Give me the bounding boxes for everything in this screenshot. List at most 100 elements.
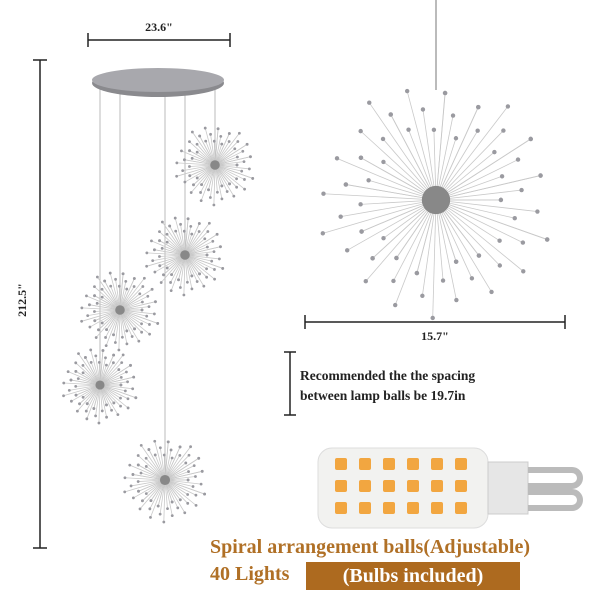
crystal [199, 191, 202, 194]
ray [105, 309, 121, 338]
crystal [367, 100, 372, 105]
crystal [394, 255, 399, 261]
crystal [235, 163, 239, 167]
crystal [178, 453, 182, 457]
crystal [165, 266, 169, 270]
crystal [129, 363, 132, 367]
ball-core [115, 305, 125, 315]
crystal [93, 294, 96, 298]
crystal [144, 465, 148, 468]
crystal [123, 476, 127, 480]
crystal [241, 149, 245, 153]
ray [199, 135, 216, 166]
crystal [120, 361, 124, 365]
crystal [94, 414, 98, 418]
crystal [220, 184, 224, 188]
crystal [204, 139, 208, 143]
ray [190, 164, 216, 193]
ray [179, 254, 186, 288]
crystal [497, 263, 503, 268]
crystal [211, 239, 215, 243]
crystal [431, 127, 437, 133]
led [431, 458, 443, 470]
ray [184, 240, 213, 256]
ray [164, 479, 179, 509]
crystal [442, 90, 448, 96]
crystal [189, 224, 193, 228]
crystal [178, 498, 182, 502]
crystal [62, 381, 66, 385]
crystal [125, 342, 129, 346]
ray [140, 445, 166, 481]
crystal [165, 240, 169, 244]
crystal [105, 415, 108, 419]
chandelier-ball [62, 348, 138, 425]
crystal [476, 253, 482, 258]
footer-bulbs: (Bulbs included) [343, 565, 484, 587]
crystal [184, 461, 188, 465]
crystal [70, 399, 73, 403]
crystal [74, 370, 78, 373]
crystal [454, 297, 459, 303]
crystal [498, 197, 504, 203]
led [455, 458, 467, 470]
crystal [136, 480, 140, 483]
crystal [110, 408, 113, 412]
crystal [95, 275, 99, 279]
crystal [74, 385, 78, 388]
ray [214, 164, 228, 192]
crystal [166, 507, 169, 511]
crystal [100, 295, 104, 299]
crystal [140, 330, 144, 334]
crystal [140, 322, 143, 326]
crystal [186, 493, 190, 496]
crystal [359, 229, 364, 234]
crystal [195, 142, 199, 146]
ray [322, 199, 437, 234]
crystal [67, 388, 71, 392]
ray [184, 231, 209, 256]
ray [99, 384, 119, 415]
ray [69, 384, 101, 391]
crystal [112, 333, 115, 337]
crystal [185, 280, 189, 284]
crystal [535, 209, 540, 214]
ray [164, 446, 181, 481]
ray [131, 479, 166, 487]
crystal [141, 285, 145, 288]
crystal [195, 176, 199, 180]
crystal [545, 237, 550, 242]
canopy-top [92, 68, 224, 92]
ray [435, 199, 473, 279]
ray [149, 479, 166, 509]
crystal [391, 278, 396, 284]
crystal [363, 279, 368, 284]
ray [99, 384, 136, 399]
crystal [236, 155, 239, 159]
crystal [469, 276, 475, 281]
ray [95, 384, 101, 416]
crystal [140, 308, 144, 312]
ray [86, 384, 101, 419]
crystal [145, 251, 149, 255]
crystal [138, 292, 142, 296]
ray [99, 357, 106, 386]
crystal [121, 272, 125, 276]
crystal [168, 224, 172, 228]
crystal [219, 245, 222, 249]
led [359, 480, 371, 492]
ray [193, 164, 216, 186]
ray [99, 384, 133, 390]
crystal [175, 174, 179, 178]
crystal [93, 310, 96, 313]
crystal [112, 401, 116, 405]
ray [164, 449, 172, 481]
crystal [145, 314, 149, 318]
crystal [208, 196, 212, 199]
ray [99, 364, 131, 386]
crystal [213, 277, 216, 281]
crystal [85, 402, 89, 406]
ray [89, 304, 121, 311]
ray [119, 295, 148, 311]
crystal [105, 363, 108, 367]
